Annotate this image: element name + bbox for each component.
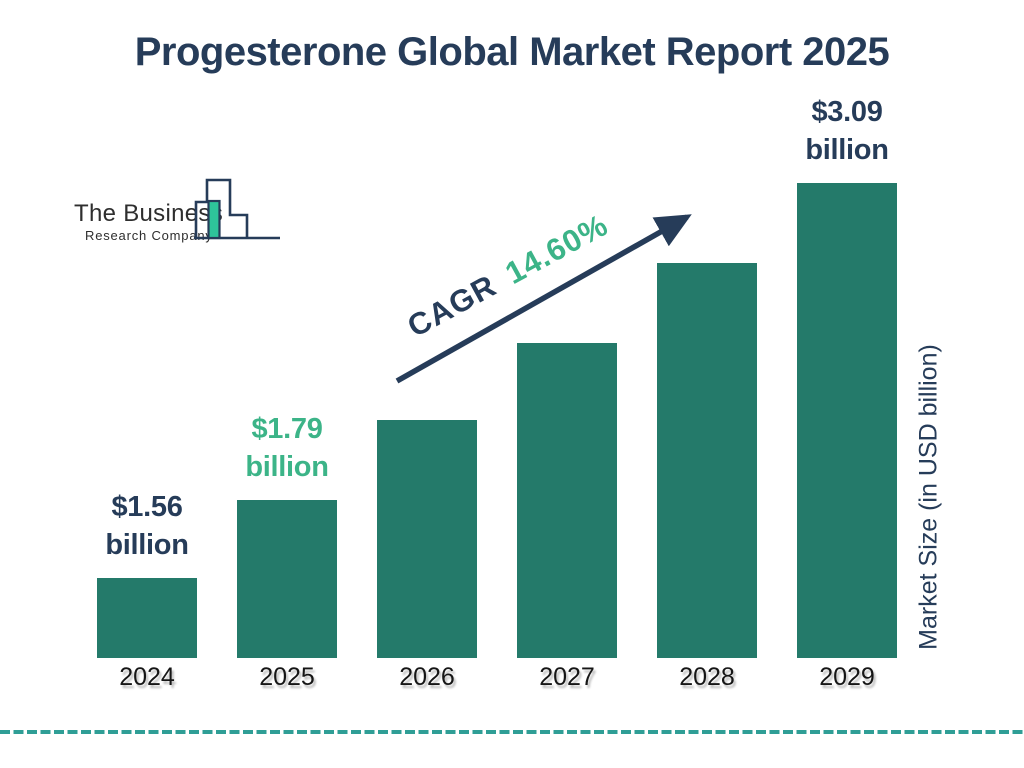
bar-2026	[377, 420, 477, 658]
bottom-dashed-divider	[0, 730, 1024, 734]
logo-text-line1: The Business	[74, 200, 224, 227]
bar-chart-logo-icon	[194, 178, 280, 240]
value-label-2025: $1.79 billion	[245, 413, 329, 483]
bar-2028	[657, 263, 757, 658]
value-label-2029: $3.09 billion	[805, 96, 889, 166]
x-tick-2026: 2026	[399, 663, 455, 691]
value-label-2024: $1.56 billion	[105, 491, 189, 561]
x-tick-2028: 2028	[679, 663, 735, 691]
company-logo: The Business Research Company	[60, 170, 290, 254]
x-tick-2027: 2027	[539, 663, 595, 691]
x-tick-2029: 2029	[819, 663, 875, 691]
x-tick-2025: 2025	[259, 663, 315, 691]
bar-2027	[517, 343, 617, 658]
bar-2029	[797, 183, 897, 658]
x-tick-2024: 2024	[119, 663, 175, 691]
logo-text-line2: Research Company	[85, 228, 213, 243]
bar-2024	[97, 578, 197, 658]
y-axis-label: Market Size (in USD billion)	[914, 344, 943, 650]
bar-2025	[237, 500, 337, 658]
chart-title: Progesterone Global Market Report 2025	[134, 30, 890, 74]
